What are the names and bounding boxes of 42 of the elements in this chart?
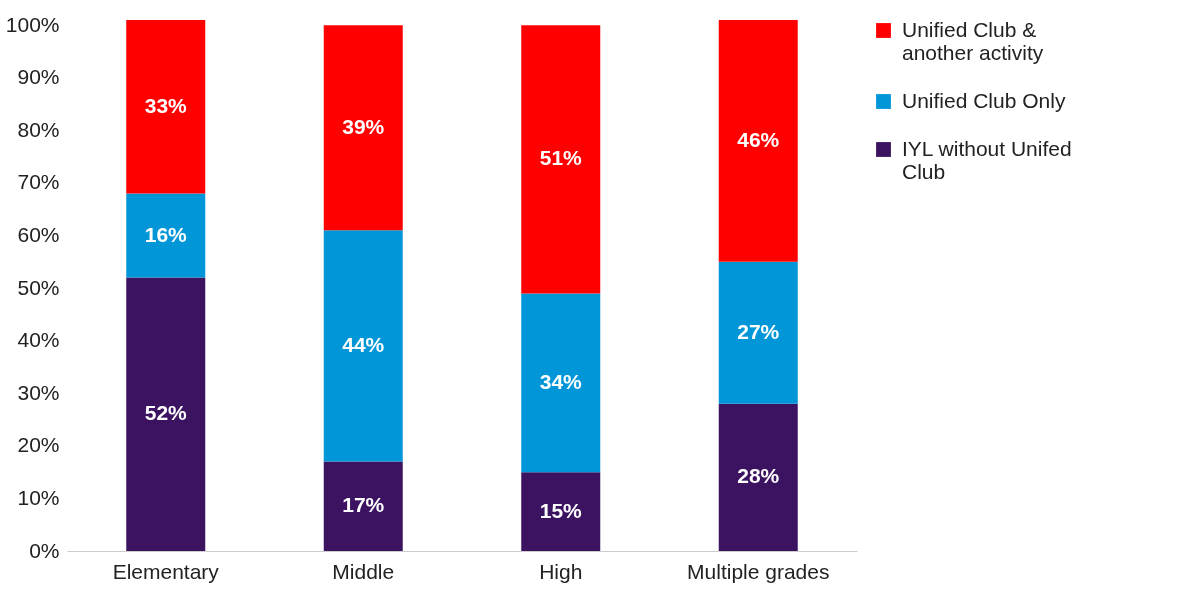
y-tick-label: 30%: [17, 380, 60, 404]
y-tick-label: 10%: [17, 485, 60, 509]
data-label: 46%: [737, 127, 780, 151]
x-tick-label: Middle: [332, 559, 395, 583]
data-label: 16%: [144, 222, 188, 246]
data-label: 17%: [342, 493, 385, 517]
data-label: 27%: [737, 319, 780, 343]
bar: [521, 293, 601, 473]
bar: [323, 230, 403, 462]
bar: [323, 461, 403, 551]
bar: [718, 403, 798, 551]
data-label: 51%: [539, 146, 583, 170]
x-tick-label: High: [539, 559, 583, 583]
bar: [521, 25, 601, 294]
legend-label: Unified Club Only: [902, 88, 1066, 112]
y-tick-label: 40%: [17, 328, 60, 352]
y-tick-label: 80%: [17, 117, 60, 141]
y-tick-label: 70%: [17, 170, 60, 194]
bar: [126, 20, 206, 194]
bar: [521, 472, 601, 551]
data-label: 15%: [539, 498, 583, 522]
bar: [323, 25, 403, 231]
data-label: 34%: [539, 369, 583, 393]
x-tick-label: Elementary: [112, 559, 220, 583]
y-tick-label: 90%: [17, 65, 60, 89]
data-label: 52%: [144, 401, 188, 425]
y-tick-label: 50%: [17, 275, 60, 299]
legend-label: Unified Club & another activity: [902, 17, 1044, 64]
data-label: 33%: [144, 93, 188, 117]
data-label: 28%: [737, 464, 780, 488]
data-label: 44%: [342, 332, 385, 356]
x-tick-label: Multiple grades: [687, 559, 830, 583]
bar: [126, 193, 206, 278]
bar: [718, 261, 798, 404]
y-tick-label: 20%: [17, 433, 60, 457]
y-tick-label: 0%: [29, 538, 60, 562]
bar: [718, 20, 798, 262]
bar: [126, 277, 206, 551]
y-tick-label: 60%: [17, 223, 60, 247]
y-tick-label: 100%: [5, 12, 60, 36]
legend-label: IYL without Unifed Club: [902, 136, 1072, 183]
data-label: 39%: [342, 114, 385, 138]
